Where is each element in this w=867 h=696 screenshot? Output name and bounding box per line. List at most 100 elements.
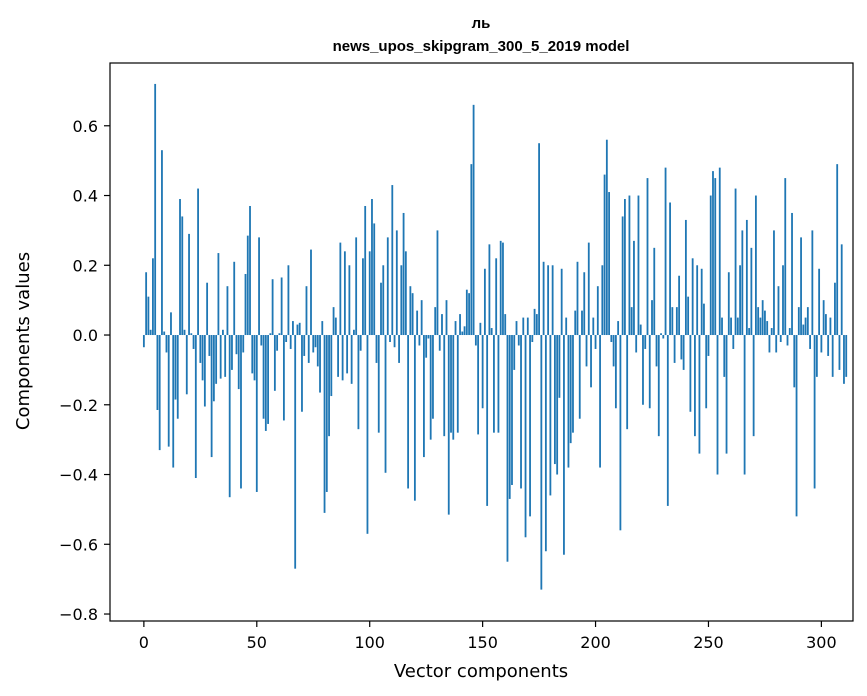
bar-77 [316, 335, 319, 367]
bar-105 [380, 282, 382, 336]
bar-274 [761, 300, 764, 336]
bar-198 [590, 335, 592, 388]
bar-14 [174, 335, 177, 400]
bar-57 [271, 279, 274, 336]
x-tick-label-6: 300 [806, 633, 837, 652]
bar-297 [813, 335, 816, 489]
bar-74 [310, 249, 312, 336]
bar-15 [176, 335, 179, 419]
plot-frame [109, 62, 854, 622]
bar-309 [840, 244, 843, 336]
chart-title-line-2: news_upos_skipgram_300_5_2019 model [333, 38, 630, 55]
bar-260 [730, 317, 732, 336]
bar-115 [402, 212, 405, 336]
bar-85 [334, 317, 337, 336]
bar-120 [413, 335, 416, 501]
bar-108 [386, 237, 389, 336]
bar-111 [393, 335, 396, 348]
bar-156 [495, 258, 498, 336]
bar-5 [154, 83, 157, 336]
bar-188 [567, 335, 570, 468]
bar-126 [427, 335, 430, 339]
bar-72 [305, 286, 308, 336]
bar-290 [797, 307, 800, 336]
bar-160 [504, 314, 507, 336]
bar-30 [210, 335, 213, 458]
bar-149 [479, 322, 482, 336]
bar-34 [219, 335, 222, 379]
bar-191 [574, 310, 577, 336]
bar-277 [768, 335, 771, 353]
x-tick-label-2: 100 [354, 633, 385, 652]
bar-6 [156, 335, 159, 410]
bar-42 [237, 335, 240, 390]
bar-23 [194, 335, 197, 479]
bar-50 [255, 335, 258, 492]
bar-144 [468, 293, 470, 336]
bar-257 [723, 335, 726, 377]
bar-75 [312, 335, 315, 353]
bar-29 [208, 335, 211, 356]
bar-136 [450, 335, 452, 433]
bar-129 [434, 307, 437, 336]
bar-176 [540, 335, 543, 590]
bar-73 [307, 335, 310, 363]
bar-211 [619, 335, 622, 531]
bar-282 [779, 335, 782, 342]
bar-37 [226, 286, 229, 336]
bar-256 [721, 317, 723, 336]
bar-239 [682, 335, 685, 370]
bar-162 [508, 335, 511, 499]
bar-8 [161, 150, 163, 336]
bar-49 [253, 335, 256, 381]
x-tick-label-4: 200 [580, 633, 611, 652]
bar-107 [384, 335, 387, 473]
bar-154 [490, 328, 493, 336]
bar-91 [348, 265, 351, 336]
y-tick-label-5: 0.2 [73, 256, 98, 275]
bar-246 [698, 335, 701, 454]
bar-305 [831, 335, 834, 377]
bar-64 [287, 265, 290, 336]
bar-100 [368, 251, 371, 336]
bar-288 [793, 335, 796, 388]
bar-233 [669, 202, 671, 336]
bar-206 [608, 192, 610, 336]
bar-244 [694, 335, 696, 437]
bar-165 [515, 321, 518, 336]
bar-2 [147, 296, 150, 336]
bar-276 [766, 321, 769, 336]
bar-45 [244, 273, 247, 336]
bar-78 [319, 335, 321, 393]
bar-182 [553, 335, 556, 465]
bar-264 [739, 265, 741, 336]
bar-56 [269, 333, 272, 336]
bar-158 [499, 240, 502, 336]
bar-135 [447, 335, 450, 515]
bar-113 [398, 335, 400, 363]
bar-263 [736, 317, 739, 336]
bar-123 [420, 300, 423, 336]
bar-210 [617, 321, 620, 336]
bar-183 [556, 335, 559, 475]
bar-151 [483, 268, 486, 336]
y-tick-label-7: 0.6 [73, 117, 98, 136]
bar-253 [714, 178, 717, 336]
bar-308 [838, 335, 841, 370]
bar-215 [628, 195, 631, 336]
bar-12 [170, 312, 172, 336]
bar-82 [328, 335, 330, 437]
bar-132 [441, 314, 443, 336]
bar-194 [581, 310, 583, 336]
bar-278 [770, 328, 773, 336]
bar-26 [201, 335, 204, 381]
bar-10 [165, 335, 168, 353]
bar-60 [278, 333, 281, 336]
bar-300 [820, 335, 823, 353]
bar-131 [438, 335, 441, 351]
bar-161 [506, 335, 509, 562]
bar-39 [231, 335, 233, 370]
bar-32 [215, 335, 218, 384]
bar-273 [759, 317, 762, 336]
bar-186 [563, 335, 565, 555]
